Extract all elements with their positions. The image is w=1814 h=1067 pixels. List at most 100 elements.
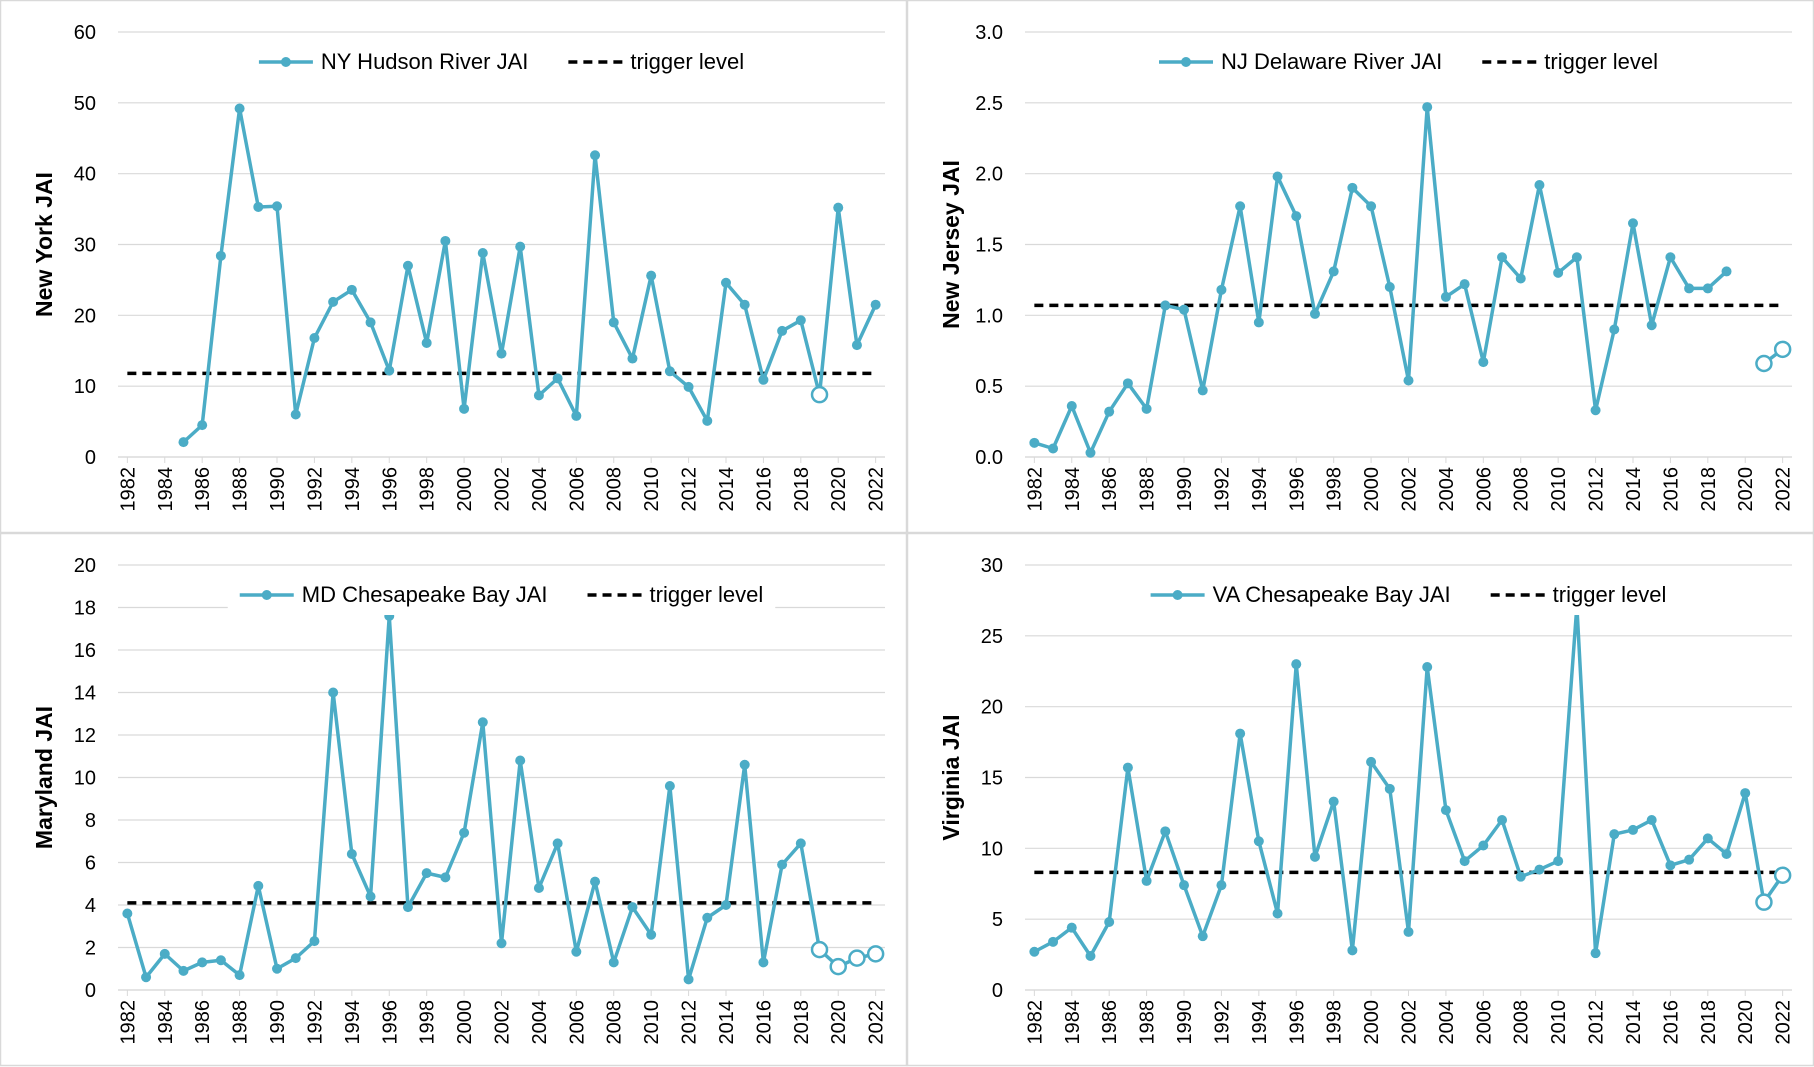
marker	[477, 248, 488, 258]
x-tick-label: 2004	[1436, 467, 1458, 512]
marker	[1328, 796, 1339, 807]
marker	[1665, 860, 1676, 871]
marker	[758, 957, 769, 968]
marker	[1665, 252, 1676, 263]
y-tick-label: 25	[981, 626, 1003, 648]
x-tick-label: 2004	[1436, 1000, 1458, 1045]
marker	[1048, 443, 1059, 454]
marker	[1179, 880, 1190, 891]
y-tick-label: 0.5	[975, 376, 1003, 398]
marker	[1328, 266, 1339, 277]
marker	[515, 241, 526, 252]
marker	[253, 201, 264, 212]
marker	[1384, 282, 1395, 292]
x-tick-label: 1988	[230, 467, 252, 512]
y-tick-label: 0	[992, 980, 1003, 1002]
marker	[1066, 401, 1077, 411]
x-tick-label: 1986	[1099, 467, 1121, 512]
marker	[253, 880, 264, 891]
marker	[402, 902, 413, 913]
marker	[1497, 252, 1508, 263]
x-tick-label: 2018	[1698, 1000, 1720, 1045]
x-tick-label: 2004	[529, 1000, 551, 1045]
open-marker	[866, 945, 885, 963]
x-tick-label: 2014	[1623, 467, 1645, 512]
open-marker	[810, 385, 829, 404]
marker	[646, 929, 657, 940]
marker	[683, 974, 694, 985]
legend-label: NJ Delaware River JAI	[1221, 49, 1442, 74]
legend: NJ Delaware River JAI trigger level	[1147, 42, 1670, 82]
y-tick-label: 5	[992, 909, 1003, 931]
marker	[459, 827, 470, 838]
marker	[159, 948, 170, 959]
marker	[1590, 405, 1601, 416]
y-tick-label: 10	[74, 768, 96, 790]
marker	[1029, 437, 1040, 448]
x-tick-label: 1984	[155, 1000, 177, 1045]
marker	[1179, 304, 1190, 315]
x-tick-label: 2022	[866, 467, 888, 512]
marker	[215, 250, 226, 261]
y-tick-label: 2	[85, 938, 96, 960]
x-tick-label: 2000	[1361, 1000, 1383, 1045]
legend-bg	[1147, 42, 1670, 82]
marker	[290, 953, 301, 964]
marker	[1721, 849, 1732, 859]
marker	[1141, 403, 1152, 414]
marker	[1235, 728, 1246, 739]
y-tick-label: 2.5	[975, 93, 1003, 115]
chart-panel: 0.0 0.5 1.0 1.5 2.0 2.5 3.0 1982 1984 1986 1988 199…	[906, 0, 1814, 534]
series-line	[125, 614, 877, 982]
x-tick-label: 1996	[1286, 467, 1308, 512]
x-tick-label: 2012	[1586, 1000, 1608, 1045]
x-tick-label: 1988	[230, 1000, 252, 1045]
x-tick-label: 1990	[267, 1000, 289, 1045]
marker	[627, 902, 638, 913]
y-tick-label: 20	[981, 697, 1003, 719]
marker	[1104, 917, 1115, 927]
marker	[1366, 756, 1377, 767]
x-tick-label: 2000	[454, 1000, 476, 1045]
marker	[1104, 406, 1115, 417]
marker	[122, 908, 133, 919]
x-tick-label: 2022	[1773, 467, 1795, 512]
y-tick-label: 1.5	[975, 235, 1003, 257]
marker	[1160, 300, 1171, 311]
x-tick-label: 1988	[1137, 467, 1159, 512]
marker	[1309, 308, 1320, 319]
marker	[870, 299, 881, 310]
legend-label: trigger level	[630, 49, 744, 74]
marker	[1384, 783, 1395, 794]
y-tick-label: 12	[74, 725, 96, 747]
marker	[795, 315, 806, 326]
x-tick-label: 2000	[1361, 467, 1383, 512]
marker	[1309, 851, 1320, 862]
marker	[1272, 908, 1283, 919]
marker	[1048, 936, 1059, 947]
marker	[1122, 762, 1133, 773]
marker	[1029, 946, 1040, 957]
x-tick-label: 2008	[1511, 467, 1533, 512]
marker	[1627, 218, 1638, 229]
x-tick-label: 1982	[1024, 1000, 1046, 1045]
x-tick-label: 2022	[866, 1000, 888, 1045]
marker	[1497, 815, 1508, 825]
marker	[833, 202, 844, 213]
x-tick-label: 1984	[155, 467, 177, 512]
marker	[533, 883, 544, 893]
marker	[272, 963, 283, 974]
x-tick-label: 2008	[1511, 1000, 1533, 1045]
y-tick-label: 10	[74, 376, 96, 398]
x-tick-label: 2022	[1773, 1000, 1795, 1045]
x-tick-label: 2004	[529, 467, 551, 512]
marker	[552, 838, 563, 849]
legend-label: NY Hudson River JAI	[321, 49, 528, 74]
x-tick-label: 2020	[828, 1000, 850, 1045]
series-line	[1033, 604, 1785, 958]
marker	[702, 415, 713, 426]
y-axis-label: Maryland JAI	[31, 706, 57, 849]
marker	[739, 759, 750, 770]
legend-label: trigger level	[1553, 582, 1667, 607]
x-tick-label: 2010	[641, 1000, 663, 1045]
